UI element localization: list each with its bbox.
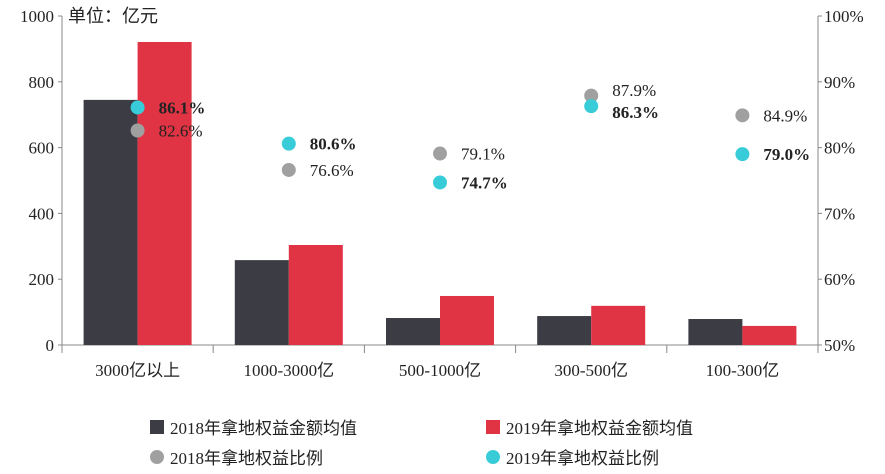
legend-label: 2019年拿地权益金额均值 bbox=[506, 419, 693, 438]
legend-label: 2019年拿地权益比例 bbox=[506, 449, 659, 468]
y-left-tick-label: 400 bbox=[29, 204, 55, 223]
legend-item: 2019年拿地权益金额均值 bbox=[486, 414, 693, 439]
data-label: 79.0% bbox=[763, 145, 810, 164]
x-tick-label: 3000亿以上 bbox=[95, 361, 180, 380]
legend-item: 2018年拿地权益比例 bbox=[150, 444, 323, 469]
bar-2018 bbox=[234, 260, 289, 345]
legend-swatch bbox=[150, 419, 164, 434]
y-left-tick-label: 800 bbox=[29, 73, 55, 92]
point-2018 bbox=[584, 88, 599, 103]
point-2019 bbox=[584, 99, 599, 114]
y-left-tick-label: 1000 bbox=[20, 7, 54, 26]
point-2019 bbox=[281, 136, 296, 151]
point-2019 bbox=[433, 175, 447, 190]
bar-2018 bbox=[83, 99, 138, 346]
data-label: 74.7% bbox=[461, 173, 508, 192]
x-tick-label: 100-300亿 bbox=[706, 361, 780, 380]
legend-swatch bbox=[150, 449, 164, 464]
data-label: 86.1% bbox=[159, 98, 206, 117]
chart-plot: 0 200 400 600 800 1000 50% 60% 70% 80% 90% 100% 单位：亿… bbox=[20, 6, 864, 380]
y-left-tick-label: 200 bbox=[29, 270, 55, 289]
x-tick-label: 300-500亿 bbox=[554, 361, 628, 380]
y-left-tick-label: 600 bbox=[29, 139, 55, 158]
bar-2019 bbox=[137, 41, 192, 346]
y-right-tick-label: 90% bbox=[824, 73, 855, 92]
x-tick-label: 1000-3000亿 bbox=[243, 361, 334, 380]
x-tick-label: 500-1000亿 bbox=[399, 361, 481, 380]
legend-label: 2018年拿地权益金额均值 bbox=[170, 419, 357, 438]
point-2019 bbox=[735, 147, 750, 162]
data-label: 79.1% bbox=[461, 145, 505, 164]
y-right-tick-label: 50% bbox=[824, 336, 855, 355]
bar-2019 bbox=[440, 295, 494, 345]
data-label: 87.9% bbox=[612, 81, 656, 100]
legend-label: 2018年拿地权益比例 bbox=[170, 449, 323, 468]
y-left-tick-label: 0 bbox=[46, 336, 55, 355]
point-2018 bbox=[735, 108, 750, 123]
point-2018 bbox=[130, 123, 145, 138]
legend-swatch bbox=[486, 449, 500, 464]
point-2018 bbox=[281, 162, 296, 177]
data-label: 82.6% bbox=[159, 121, 203, 140]
unit-label: 单位：亿元 bbox=[68, 6, 158, 26]
bar-2018 bbox=[386, 318, 440, 345]
bar-2019 bbox=[288, 244, 343, 345]
bar-2019 bbox=[742, 325, 797, 345]
point-2018 bbox=[433, 146, 447, 161]
data-label: 80.6% bbox=[310, 135, 357, 154]
legend-item: 2018年拿地权益金额均值 bbox=[150, 414, 357, 439]
y-right-tick-label: 80% bbox=[824, 139, 855, 158]
legend-swatch bbox=[486, 419, 500, 434]
y-right-tick-label: 70% bbox=[824, 204, 855, 223]
y-right-tick-label: 60% bbox=[824, 270, 855, 289]
point-2019 bbox=[130, 100, 145, 115]
legend-item: 2019年拿地权益比例 bbox=[486, 444, 659, 469]
data-label: 84.9% bbox=[763, 106, 807, 125]
y-right-tick-label: 100% bbox=[824, 7, 864, 26]
data-label: 86.3% bbox=[612, 103, 659, 122]
bar-2018 bbox=[537, 316, 592, 345]
bar-2018 bbox=[688, 319, 743, 345]
bar-2019 bbox=[591, 305, 646, 345]
data-label: 76.6% bbox=[310, 161, 354, 180]
